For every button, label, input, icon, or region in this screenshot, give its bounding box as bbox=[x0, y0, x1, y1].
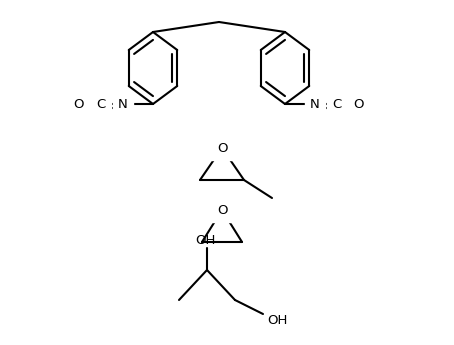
Text: OH: OH bbox=[267, 314, 287, 326]
Text: O: O bbox=[354, 98, 364, 110]
Text: O: O bbox=[217, 204, 227, 217]
Text: O: O bbox=[74, 98, 84, 110]
Text: N: N bbox=[310, 98, 320, 110]
Text: OH: OH bbox=[195, 234, 215, 246]
Text: C: C bbox=[332, 98, 341, 110]
Text: O: O bbox=[217, 141, 227, 155]
Text: C: C bbox=[96, 98, 106, 110]
Text: N: N bbox=[118, 98, 128, 110]
